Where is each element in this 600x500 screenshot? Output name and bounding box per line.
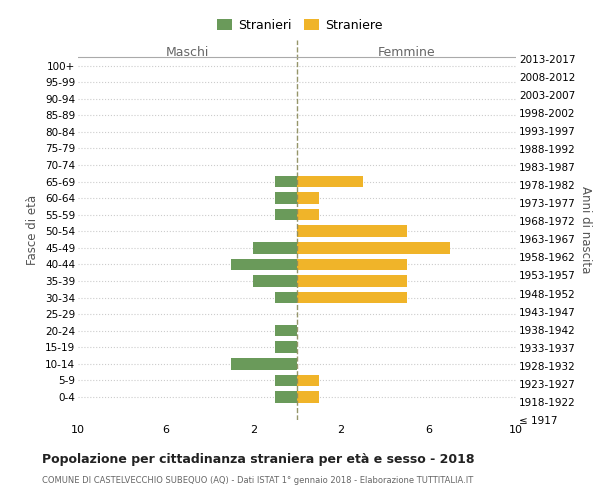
- Text: Femmine: Femmine: [377, 46, 436, 59]
- Bar: [275, 374, 297, 386]
- Bar: [275, 342, 297, 353]
- Y-axis label: Anni di nascita: Anni di nascita: [579, 186, 592, 274]
- Bar: [275, 325, 297, 336]
- Bar: [275, 176, 297, 188]
- Legend: Stranieri, Straniere: Stranieri, Straniere: [212, 14, 388, 37]
- Bar: [297, 258, 407, 270]
- Bar: [275, 391, 297, 402]
- Bar: [297, 242, 450, 254]
- Bar: [297, 275, 407, 286]
- Bar: [232, 258, 297, 270]
- Bar: [253, 275, 297, 286]
- Bar: [297, 374, 319, 386]
- Bar: [297, 176, 362, 188]
- Y-axis label: Fasce di età: Fasce di età: [26, 195, 40, 265]
- Bar: [275, 192, 297, 204]
- Bar: [297, 292, 407, 304]
- Bar: [253, 242, 297, 254]
- Text: COMUNE DI CASTELVECCHIO SUBEQUO (AQ) - Dati ISTAT 1° gennaio 2018 - Elaborazione: COMUNE DI CASTELVECCHIO SUBEQUO (AQ) - D…: [42, 476, 473, 485]
- Bar: [297, 226, 407, 237]
- Bar: [297, 391, 319, 402]
- Bar: [275, 209, 297, 220]
- Bar: [297, 192, 319, 204]
- Bar: [297, 209, 319, 220]
- Text: Maschi: Maschi: [166, 46, 209, 59]
- Bar: [275, 292, 297, 304]
- Bar: [232, 358, 297, 370]
- Text: Popolazione per cittadinanza straniera per età e sesso - 2018: Popolazione per cittadinanza straniera p…: [42, 452, 475, 466]
